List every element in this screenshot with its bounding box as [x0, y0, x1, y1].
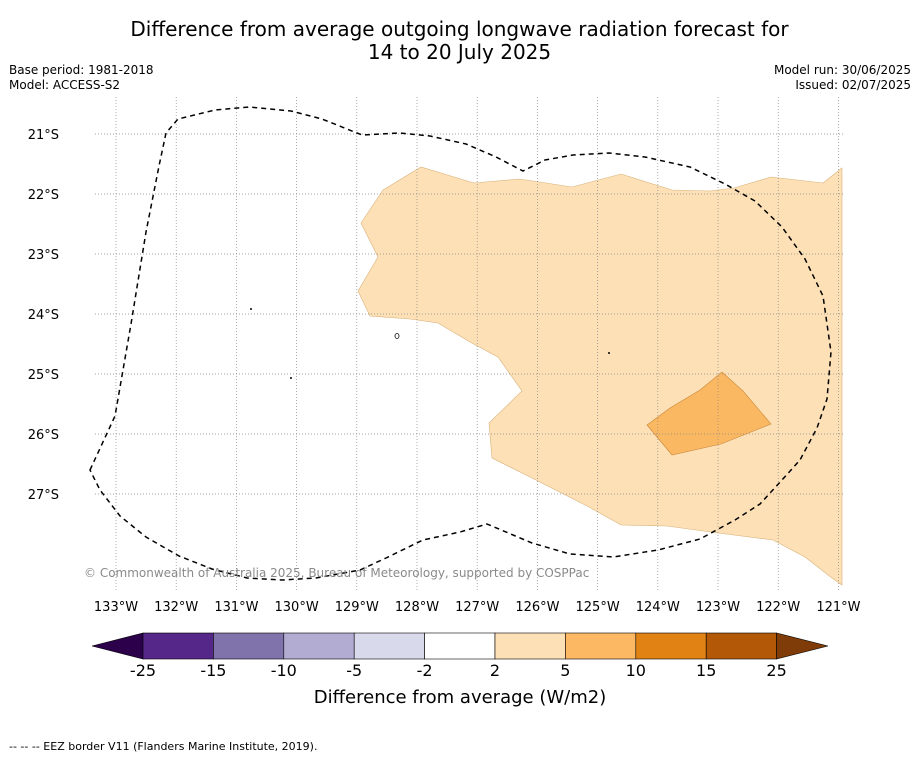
- map-gridlines: [95, 97, 843, 590]
- longitude-label: 124°W: [636, 600, 680, 615]
- latitude-label: 25°S: [28, 368, 59, 383]
- colorbar-extend-low: [91, 632, 144, 660]
- footer-legend: -- -- -- EEZ border V11 (Flanders Marine…: [9, 740, 318, 753]
- island-marker: [290, 377, 292, 379]
- meta-right: Model run: 30/06/2025 Issued: 02/07/2025: [774, 63, 911, 93]
- longitude-label: 129°W: [335, 600, 379, 615]
- longitude-label: 133°W: [94, 600, 138, 615]
- latitude-label: 24°S: [28, 308, 59, 323]
- model-name: Model: ACCESS-S2: [9, 78, 121, 92]
- colorbar-label: Difference from average (W/m2): [314, 687, 606, 708]
- longitude-label: 121°W: [816, 600, 860, 615]
- issued-date: Issued: 02/07/2025: [795, 78, 911, 92]
- colorbar-segment: [635, 632, 707, 660]
- colorbar-tick-label: -2: [417, 661, 433, 680]
- island-marker: [394, 333, 400, 339]
- colorbar-segment: [565, 632, 637, 660]
- colorbar-segment: [283, 632, 355, 660]
- colorbar-segment: [424, 632, 496, 660]
- longitude-label: 132°W: [154, 600, 198, 615]
- colorbar-tick-label: -25: [130, 661, 156, 680]
- longitude-label: 128°W: [395, 600, 439, 615]
- longitude-label: 127°W: [455, 600, 499, 615]
- colorbar-segment: [213, 632, 285, 660]
- longitude-label: 131°W: [214, 600, 258, 615]
- colorbar-segment: [142, 632, 214, 660]
- latitude-label: 26°S: [28, 428, 59, 443]
- colorbar-tick-label: 2: [490, 661, 500, 680]
- chart-title: Difference from average outgoing longwav…: [0, 18, 919, 64]
- meta-left: Base period: 1981-2018 Model: ACCESS-S2: [9, 63, 154, 93]
- latitude-label: 21°S: [28, 128, 59, 143]
- latitude-label: 22°S: [28, 188, 59, 203]
- colorbar-tick-label: 25: [766, 661, 786, 680]
- colorbar-segment: [353, 632, 425, 660]
- latitude-label: 27°S: [28, 488, 59, 503]
- longitude-label: 122°W: [756, 600, 800, 615]
- longitude-label: 125°W: [576, 600, 620, 615]
- title-line-1: Difference from average outgoing longwav…: [130, 17, 789, 41]
- eez-border: [89, 106, 832, 581]
- colorbar-tick-label: -10: [271, 661, 297, 680]
- colorbar-tick-label: 15: [696, 661, 716, 680]
- title-line-2: 14 to 20 July 2025: [367, 40, 552, 64]
- colorbar-tick-label: -15: [200, 661, 226, 680]
- copyright-text: © Commonwealth of Australia 2025, Bureau…: [84, 566, 589, 580]
- latitude-labels: 21°S 22°S 23°S 24°S 25°S 26°S 27°S: [28, 128, 59, 503]
- longitude-label: 130°W: [275, 600, 319, 615]
- island-marker: [250, 308, 252, 310]
- base-period: Base period: 1981-2018: [9, 63, 154, 77]
- longitude-label: 126°W: [515, 600, 559, 615]
- anomaly-region-2-5: [357, 166, 843, 586]
- colorbar: -25 -15 -10 -5 -2 2 5 10 15 25: [91, 632, 829, 680]
- latitude-label: 23°S: [28, 248, 59, 263]
- longitude-label: 123°W: [696, 600, 740, 615]
- colorbar-tick-label: -5: [346, 661, 362, 680]
- colorbar-segment: [705, 632, 777, 660]
- colorbar-tick-label: 10: [626, 661, 646, 680]
- colorbar-extend-high: [776, 632, 829, 660]
- model-run: Model run: 30/06/2025: [773, 63, 911, 77]
- colorbar-segment: [494, 632, 566, 660]
- colorbar-tick-label: 5: [560, 661, 570, 680]
- island-marker: [608, 352, 610, 354]
- longitude-labels: 133°W 132°W 131°W 130°W 129°W 128°W 127°W 126°W…: [94, 600, 861, 615]
